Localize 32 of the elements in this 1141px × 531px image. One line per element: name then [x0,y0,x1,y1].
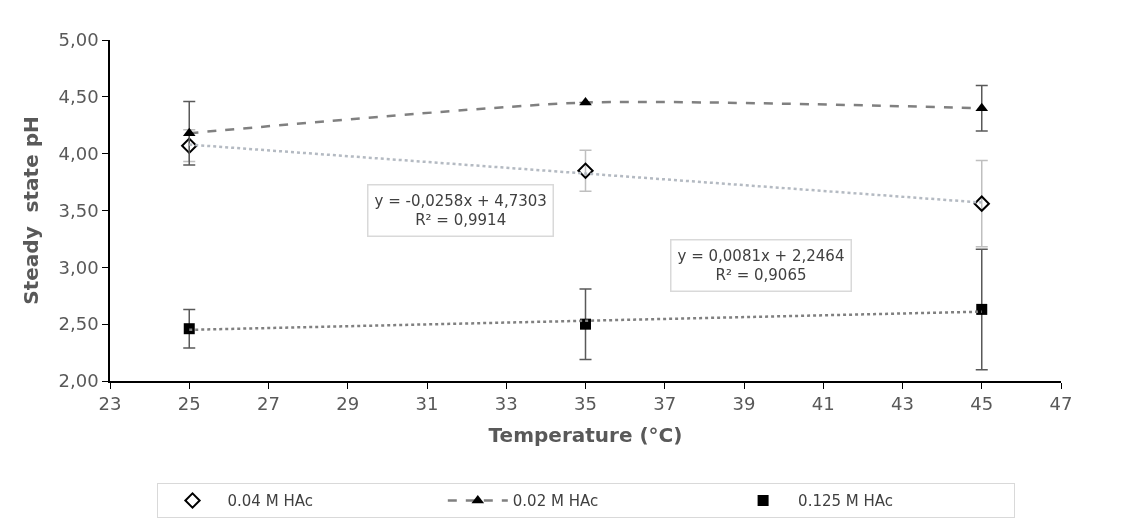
annotation: y = 0,0081x + 2,2464 R² = 0,9065 [677,246,845,284]
y-tick-label: 4,00 [58,142,99,164]
x-tick-label: 27 [257,393,280,415]
y-tick-label: 3,50 [58,199,99,221]
x-tick-label: 41 [811,393,835,415]
y-tick-label: 2,00 [58,370,99,392]
y-tick-label: 2,50 [58,313,99,335]
x-tick-label: 23 [98,393,122,415]
point [973,195,990,212]
x-tick-label: 25 [177,393,201,415]
y-axis-title: Steady state pH [18,116,43,305]
legend-label: 0.04 M HAc [227,492,313,511]
x-tick-label: 45 [970,393,994,415]
legend-label: 0.125 M HAc [798,492,894,511]
x-tick-label: 29 [336,393,360,415]
point [976,303,988,315]
y-tick-label: 5,00 [58,29,99,51]
x-tick-label: 37 [653,393,677,415]
x-axis-title: Temperature (°C) [488,423,683,448]
x-tick-label: 39 [732,393,756,415]
point [181,137,198,154]
y-tick-label: 3,00 [58,256,99,278]
point [183,323,195,335]
annotation: y = -0,0258x + 4,7303 R² = 0,9914 [374,191,547,229]
x-tick-label: 31 [415,393,439,415]
x-tick-label: 47 [1049,393,1073,415]
legend-label: 0.02 M HAc [512,492,599,511]
x-tick-label: 43 [891,393,914,415]
x-tick-label: 35 [574,393,597,415]
y-tick-label: 4,50 [58,86,99,108]
point [577,162,594,179]
x-tick-label: 33 [494,393,518,415]
